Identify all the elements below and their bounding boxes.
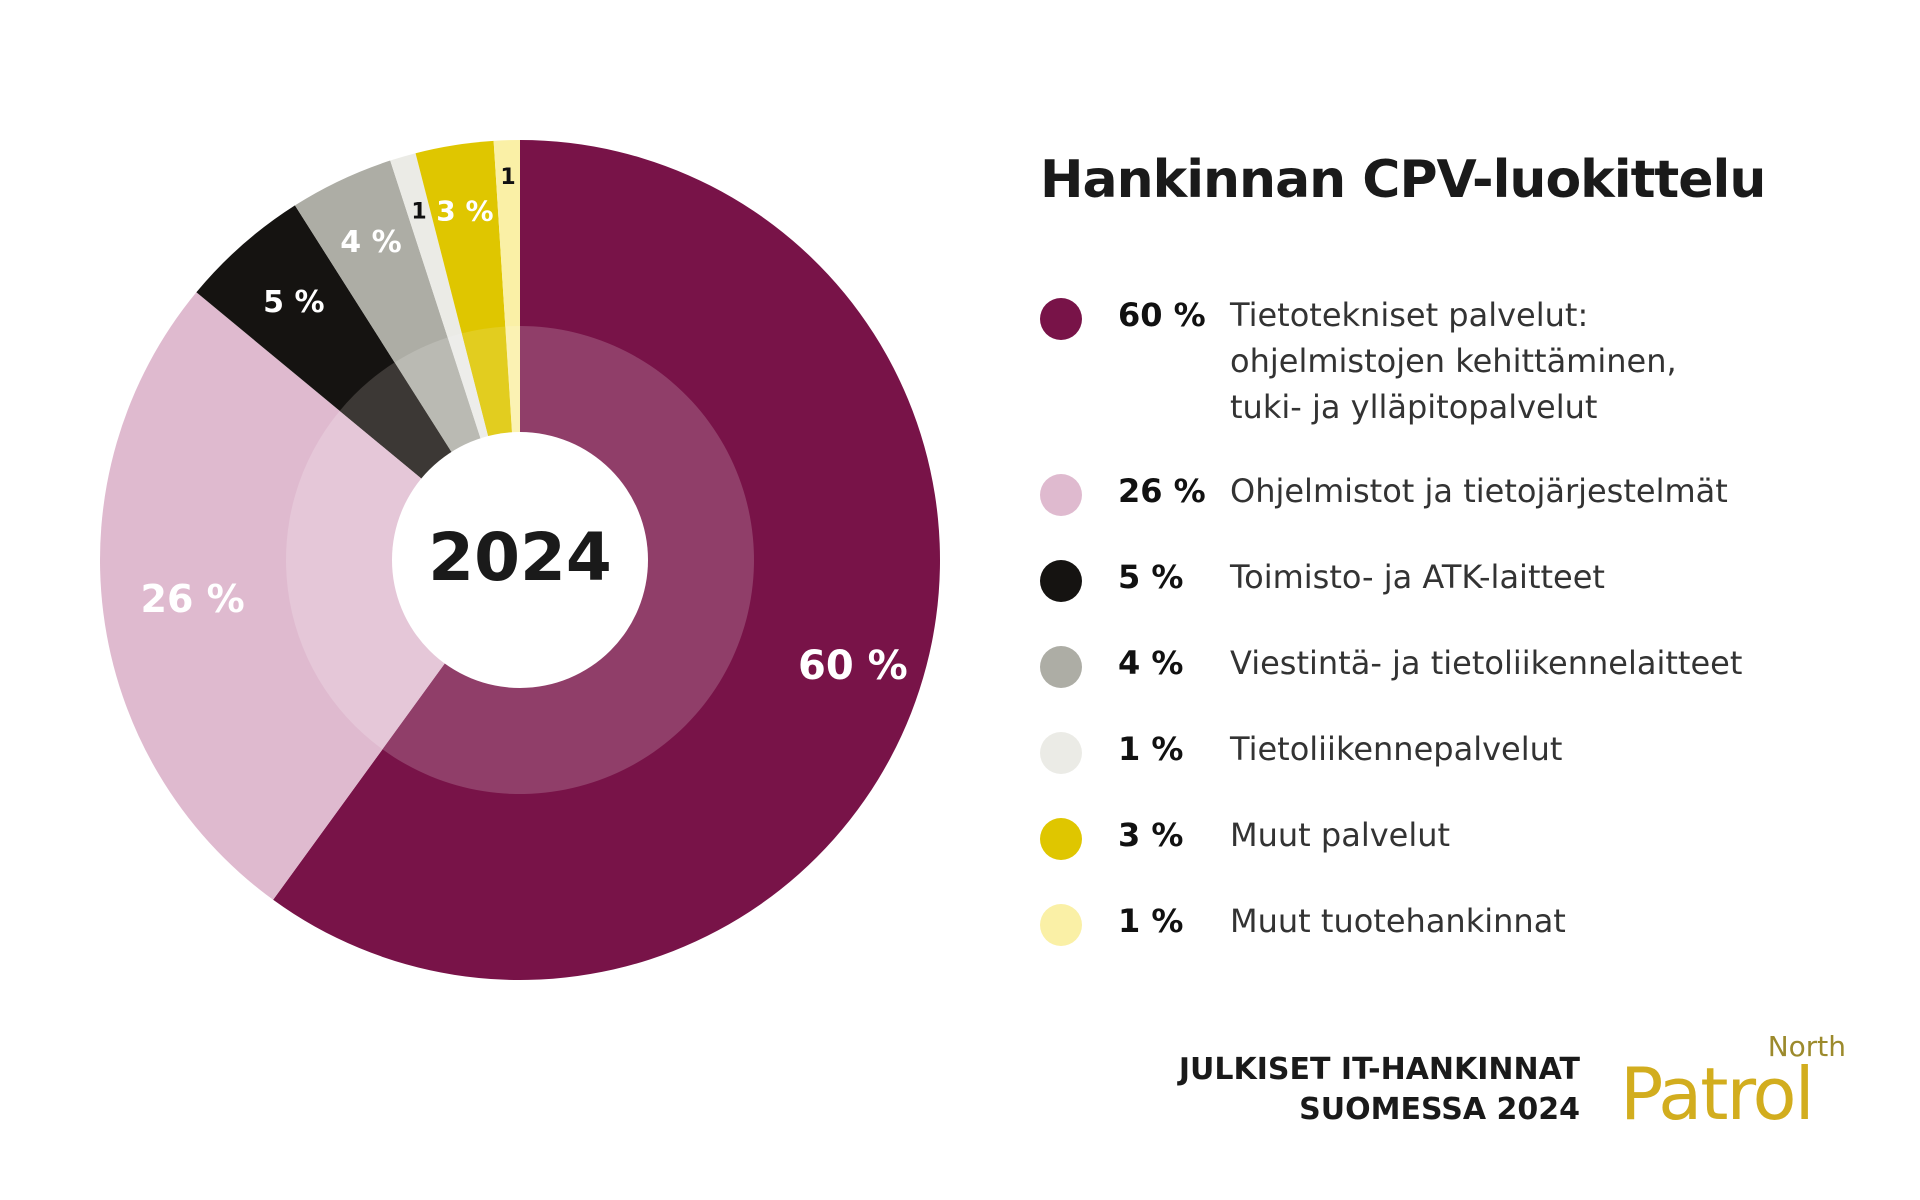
legend-swatch <box>1040 818 1082 860</box>
legend-label: Toimisto- ja ATK-laitteet <box>1230 558 1605 596</box>
legend-label: Muut palvelut <box>1230 816 1451 854</box>
donut-hole <box>392 432 648 688</box>
legend-percent: 5 % <box>1118 558 1184 596</box>
slice-data-label: 60 % <box>798 643 908 689</box>
legend-item: 3 % Muut palvelut <box>1040 812 1880 860</box>
legend: 60 % Tietotekniset palvelut: ohjelmistoj… <box>1040 292 1880 984</box>
legend-percent: 1 % <box>1118 902 1184 940</box>
logo-north-word: North <box>1767 1030 1846 1063</box>
legend-swatch <box>1040 904 1082 946</box>
legend-swatch <box>1040 474 1082 516</box>
legend-swatch <box>1040 560 1082 602</box>
slice-data-label: 4 % <box>340 225 401 260</box>
footer-line-2: SUOMESSA 2024 <box>1299 1092 1580 1127</box>
legend-percent: 1 % <box>1118 730 1184 768</box>
legend-item: 60 % Tietotekniset palvelut: ohjelmistoj… <box>1040 292 1880 430</box>
chart-title: Hankinnan CPV-luokittelu <box>1040 150 1766 210</box>
legend-percent: 3 % <box>1118 816 1184 854</box>
center-year-label: 2024 <box>428 519 612 596</box>
legend-percent: 26 % <box>1118 472 1206 510</box>
legend-item: 1 % Muut tuotehankinnat <box>1040 898 1880 946</box>
legend-swatch <box>1040 646 1082 688</box>
slice-data-label: 1 <box>411 199 426 224</box>
slice-data-label: 5 % <box>263 285 324 320</box>
legend-item: 4 % Viestintä- ja tietoliikennelaitteet <box>1040 640 1880 688</box>
slice-data-label: 1 <box>500 165 515 190</box>
legend-swatch <box>1040 298 1082 340</box>
legend-item: 5 % Toimisto- ja ATK-laitteet <box>1040 554 1880 602</box>
logo-patrol-word: Patrol <box>1620 1052 1815 1136</box>
legend-label: Ohjelmistot ja tietojärjestelmät <box>1230 472 1728 510</box>
legend-swatch <box>1040 732 1082 774</box>
legend-label: Tietoliikennepalvelut <box>1230 730 1563 768</box>
legend-item: 1 % Tietoliikennepalvelut <box>1040 726 1880 774</box>
slice-data-label: 3 % <box>436 194 493 227</box>
donut-chart: 2024 60 % 26 % 5 % 4 % 1 3 % 1 <box>100 140 940 980</box>
legend-label: Muut tuotehankinnat <box>1230 902 1566 940</box>
north-patrol-logo: North Patrol <box>1620 1030 1860 1140</box>
legend-percent: 4 % <box>1118 644 1184 682</box>
footer-line-1: JULKISET IT-HANKINNAT <box>1178 1052 1580 1087</box>
legend-label: Viestintä- ja tietoliikennelaitteet <box>1230 644 1743 682</box>
slice-labels: 60 % 26 % 5 % 4 % 1 3 % 1 <box>141 165 908 689</box>
legend-percent: 60 % <box>1118 296 1206 334</box>
footer-caption: JULKISET IT-HANKINNAT SUOMESSA 2024 <box>1090 1050 1580 1130</box>
slice-data-label: 26 % <box>141 577 245 621</box>
legend-item: 26 % Ohjelmistot ja tietojärjestelmät <box>1040 468 1880 516</box>
legend-label: Tietotekniset palvelut: ohjelmistojen ke… <box>1230 296 1677 426</box>
